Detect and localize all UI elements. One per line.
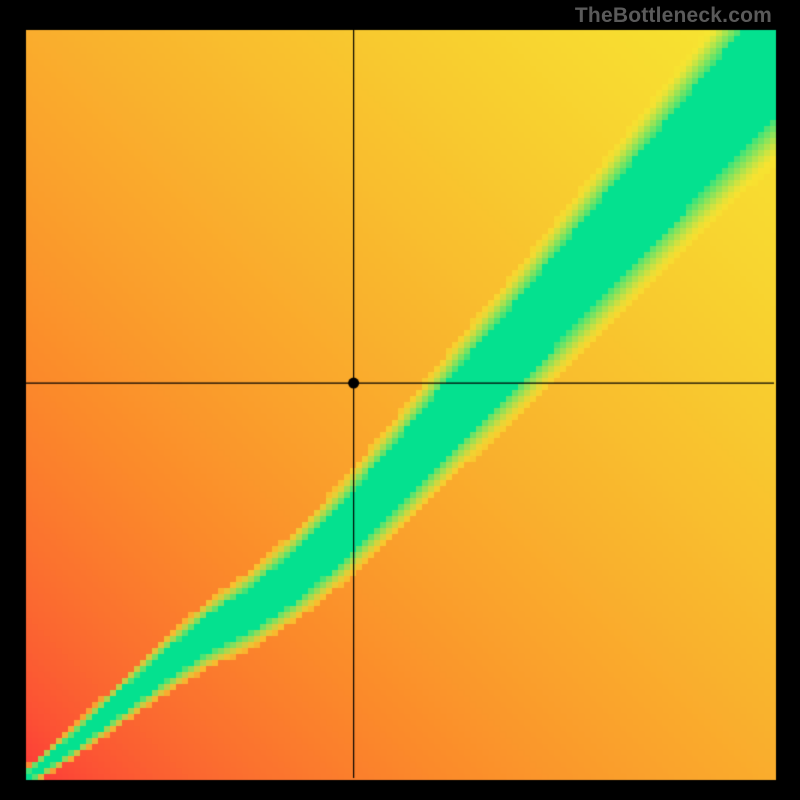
watermark-text: TheBottleneck.com	[575, 4, 772, 28]
heatmap-canvas	[0, 0, 800, 800]
